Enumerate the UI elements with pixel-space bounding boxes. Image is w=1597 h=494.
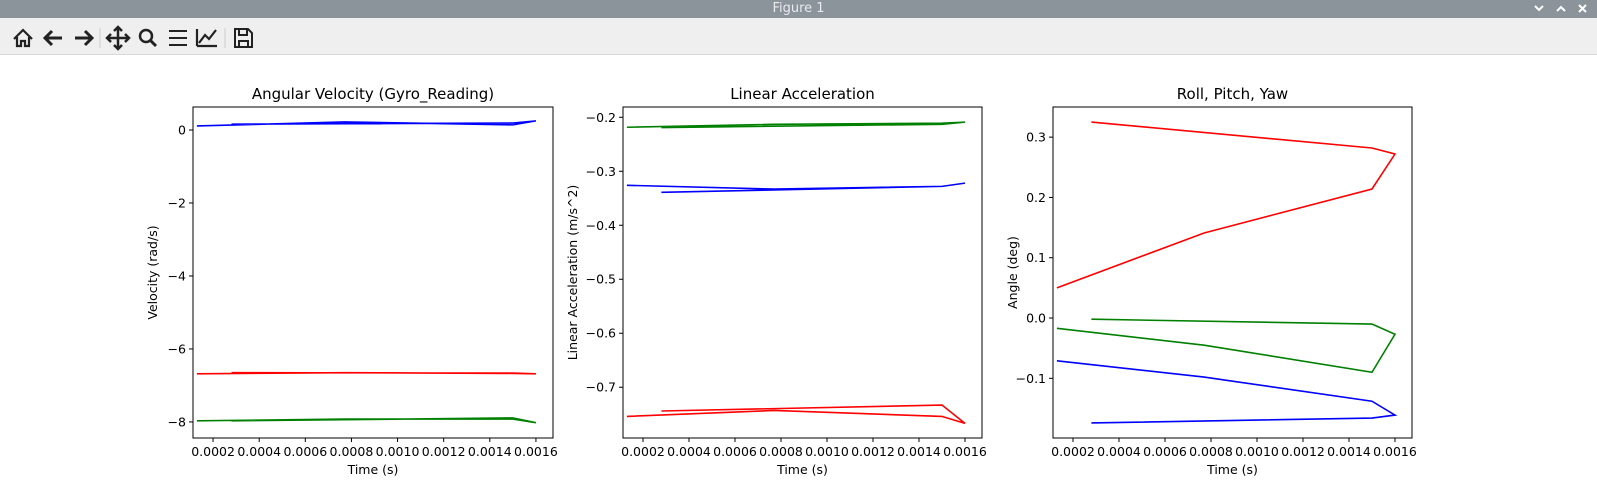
x-tick-label: 0.0016 <box>514 444 558 459</box>
y-tick-label: 0.3 <box>1026 130 1046 145</box>
x-tick-label: 0.0014 <box>897 444 941 459</box>
x-tick-label: 0.0004 <box>1097 444 1141 459</box>
axes-frame <box>622 106 983 439</box>
forward-button[interactable] <box>75 29 95 47</box>
window-title: Figure 1 <box>772 1 825 16</box>
x-tick-label: 0.0006 <box>713 444 757 459</box>
x-tick-label: 0.0014 <box>1327 444 1371 459</box>
axes-frame <box>1052 106 1413 439</box>
zoom-handle <box>148 38 158 48</box>
x-axis-label: Time (s) <box>347 462 399 477</box>
y-axis-label: Angle (deg) <box>1005 236 1020 309</box>
pan-button[interactable] <box>105 25 131 51</box>
x-axis-label: Time (s) <box>776 462 828 477</box>
y-tick-label: −2 <box>168 195 186 210</box>
subplots-button[interactable] <box>169 30 187 46</box>
chart-title: Angular Velocity (Gyro_Reading) <box>252 85 494 104</box>
y-axis-label: Velocity (rad/s) <box>145 225 160 319</box>
x-tick-label: 0.0008 <box>759 444 803 459</box>
y-tick-label: −0.1 <box>1016 371 1046 386</box>
x-tick-label: 0.0004 <box>237 444 281 459</box>
y-tick-label: −4 <box>168 268 186 283</box>
y-tick-label: −0.5 <box>586 272 616 287</box>
toolbar <box>0 18 1597 55</box>
y-tick-label: 0.2 <box>1026 190 1046 205</box>
y-tick-label: −0.4 <box>586 218 616 233</box>
x-tick-label: 0.0008 <box>330 444 374 459</box>
y-tick-label: −0.7 <box>586 380 616 395</box>
x-tick-label: 0.0002 <box>191 444 235 459</box>
data-line <box>1056 121 1397 289</box>
data-line <box>196 371 536 375</box>
back-button[interactable] <box>42 29 62 47</box>
axes-frame <box>192 106 554 439</box>
y-tick-label: 0.0 <box>1026 311 1046 326</box>
y-axis-label: Linear Acceleration (m/s^2) <box>565 185 580 361</box>
axes-edit-button[interactable] <box>195 29 217 48</box>
y-tick-label: −0.6 <box>586 326 616 341</box>
window-controls <box>1534 4 1587 13</box>
chart-title: Linear Acceleration <box>730 85 875 103</box>
x-tick-label: 0.0012 <box>851 444 895 459</box>
x-tick-label: 0.0002 <box>621 444 665 459</box>
x-tick-label: 0.0014 <box>468 444 512 459</box>
y-tick-label: −6 <box>168 341 186 356</box>
data-line <box>1056 360 1398 424</box>
x-tick-label: 0.0002 <box>1051 444 1095 459</box>
data-line <box>1056 318 1397 374</box>
x-axis-label: Time (s) <box>1206 462 1258 477</box>
y-tick-label: −0.2 <box>586 110 616 125</box>
data-line <box>626 182 966 194</box>
data-line <box>196 417 537 424</box>
y-tick-label: −0.3 <box>586 164 616 179</box>
x-tick-label: 0.0012 <box>1281 444 1325 459</box>
x-tick-label: 0.0010 <box>376 444 420 459</box>
x-tick-label: 0.0006 <box>1143 444 1187 459</box>
y-tick-label: −8 <box>168 414 186 429</box>
x-tick-label: 0.0016 <box>943 444 987 459</box>
toolbar-icons <box>13 25 253 51</box>
data-line <box>626 404 966 425</box>
data-line <box>196 120 537 127</box>
chart-title: Roll, Pitch, Yaw <box>1177 85 1288 103</box>
x-tick-label: 0.0016 <box>1373 444 1417 459</box>
save-button[interactable] <box>234 28 253 48</box>
x-tick-label: 0.0012 <box>422 444 466 459</box>
minimize-button[interactable] <box>1534 5 1544 12</box>
x-tick-label: 0.0006 <box>283 444 327 459</box>
zoom-button[interactable] <box>138 28 154 44</box>
window-titlebar: Figure 1 <box>0 0 1597 18</box>
x-tick-label: 0.0010 <box>805 444 849 459</box>
home-button[interactable] <box>13 28 33 48</box>
maximize-button[interactable] <box>1556 5 1566 12</box>
x-tick-label: 0.0004 <box>667 444 711 459</box>
data-line <box>626 121 966 129</box>
x-tick-label: 0.0010 <box>1235 444 1279 459</box>
y-tick-label: 0 <box>178 122 186 137</box>
close-button[interactable] <box>1578 4 1587 13</box>
x-tick-label: 0.0008 <box>1189 444 1233 459</box>
y-tick-label: 0.1 <box>1026 250 1046 265</box>
